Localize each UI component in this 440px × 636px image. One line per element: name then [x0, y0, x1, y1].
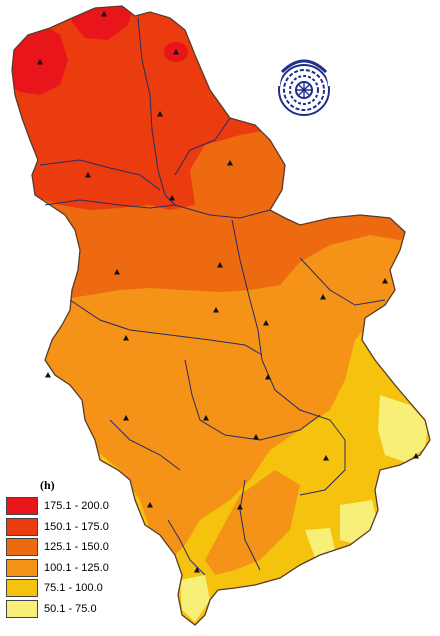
river — [299, 257, 386, 306]
legend-swatch — [6, 538, 38, 557]
legend-label: 75.1 - 100.0 — [44, 582, 103, 595]
river — [184, 359, 321, 441]
station-marker — [320, 294, 326, 300]
legend-swatch — [6, 517, 38, 536]
station-marker — [203, 415, 209, 421]
station-marker — [237, 504, 243, 510]
river — [44, 199, 271, 219]
station-marker — [123, 335, 129, 341]
legend-swatch — [6, 579, 38, 598]
station-marker — [123, 415, 129, 421]
station-marker — [413, 453, 419, 459]
zone-50-75 — [305, 528, 335, 558]
legend-swatch — [6, 599, 38, 618]
legend-item: 125.1 - 150.0 — [6, 537, 136, 558]
zone-50-75 — [180, 575, 210, 622]
river — [167, 519, 206, 576]
legend-swatch — [6, 558, 38, 577]
legend-label: 150.1 - 175.0 — [44, 520, 109, 533]
legend-item: 150.1 - 175.0 — [6, 517, 136, 538]
zone-50-75 — [378, 395, 428, 462]
legend-item: 75.1 - 100.0 — [6, 578, 136, 599]
legend-item: 175.1 - 200.0 — [6, 496, 136, 517]
station-marker — [114, 269, 120, 275]
river — [174, 117, 231, 176]
legend-item: 100.1 - 125.0 — [6, 558, 136, 579]
rivers — [39, 17, 386, 576]
station-marker — [263, 320, 269, 326]
legend-label: 50.1 - 75.0 — [44, 602, 97, 615]
station-marker — [265, 374, 271, 380]
station-marker — [323, 455, 329, 461]
legend-label: 125.1 - 150.0 — [44, 541, 109, 554]
legend: (h) 175.1 - 200.0 150.1 - 175.0 125.1 - … — [6, 478, 136, 619]
station-marker — [173, 49, 179, 55]
station-marker — [101, 11, 107, 17]
station-marker — [157, 111, 163, 117]
station-marker — [37, 59, 43, 65]
legend-label: 100.1 - 125.0 — [44, 561, 109, 574]
river — [231, 219, 346, 441]
station-marker — [213, 307, 219, 313]
river — [109, 419, 181, 471]
legend-unit: (h) — [40, 478, 55, 492]
hydromet-service-logo-icon — [276, 58, 332, 116]
river — [69, 299, 263, 356]
station-marker — [45, 372, 51, 378]
river — [239, 479, 261, 571]
legend-label: 175.1 - 200.0 — [44, 500, 109, 513]
station-marker — [147, 502, 153, 508]
legend-item: 50.1 - 75.0 — [6, 599, 136, 620]
country-border — [11, 5, 431, 626]
river — [137, 17, 176, 206]
legend-swatch — [6, 497, 38, 516]
station-marker — [227, 160, 233, 166]
station-markers — [37, 11, 419, 573]
station-marker — [85, 172, 91, 178]
zone-100-125 — [205, 470, 300, 575]
station-marker — [217, 262, 223, 268]
station-marker — [194, 567, 200, 573]
station-marker — [169, 195, 175, 201]
station-marker — [382, 278, 388, 284]
river — [299, 440, 346, 496]
river — [39, 159, 161, 191]
station-marker — [253, 434, 259, 440]
